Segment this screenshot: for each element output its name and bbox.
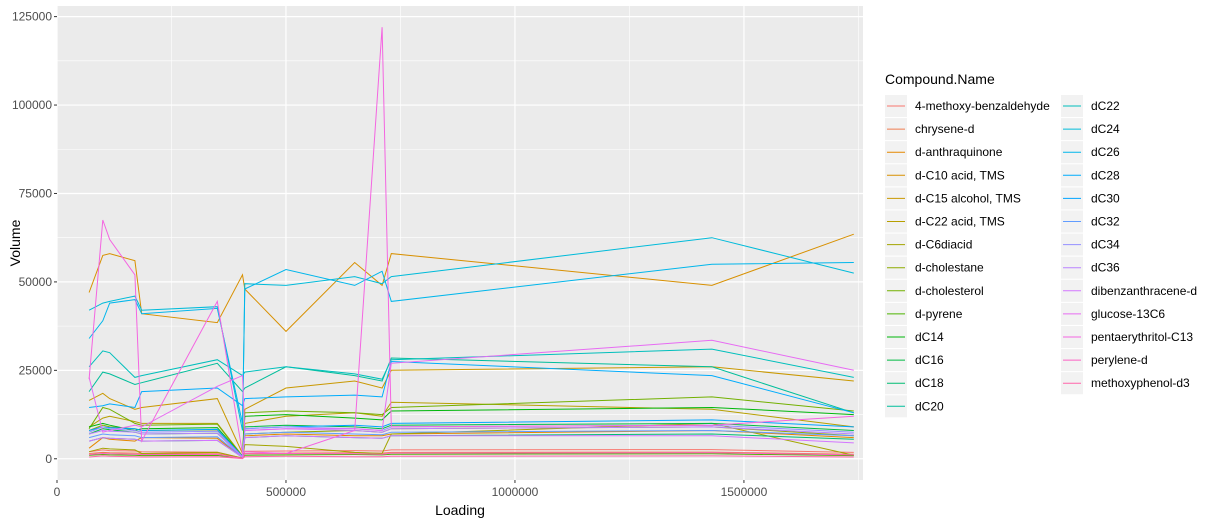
series-line — [88, 262, 854, 424]
plot-panel — [57, 6, 863, 480]
series-line — [88, 233, 854, 333]
legend-label: 4-methoxy-benzaldehyde — [915, 99, 1050, 113]
legend-label: dC16 — [915, 353, 944, 367]
series-line — [89, 452, 854, 459]
series-line — [88, 435, 854, 459]
legend-label: dC30 — [1091, 191, 1120, 205]
legend-label: d-anthraquinone — [915, 145, 1003, 159]
x-tick-label: 0 — [54, 485, 61, 499]
series-line — [89, 455, 854, 460]
legend-label: dC36 — [1091, 261, 1120, 275]
y-axis-title: Volume — [7, 219, 23, 266]
legend: 4-methoxy-benzaldehyde chrysene-d d-anthra… — [885, 95, 1197, 418]
y-tick-label: 0 — [45, 452, 52, 466]
series-lines — [88, 27, 854, 460]
grid-lines — [56, 6, 863, 480]
legend-label: perylene-d — [1091, 353, 1148, 367]
legend-label: dC24 — [1091, 122, 1120, 136]
legend-label: d-C22 acid, TMS — [915, 215, 1005, 229]
x-axis-title: Loading — [435, 502, 485, 518]
x-tick-label: 500000 — [266, 485, 306, 499]
x-axis: 0 500000 1000000 1500000 — [54, 480, 768, 499]
legend-label: d-cholestane — [915, 261, 984, 275]
legend-title: Compound.Name — [885, 71, 995, 87]
legend-label: d-C15 alcohol, TMS — [915, 191, 1021, 205]
legend-label: methoxyphenol-d3 — [1091, 376, 1190, 390]
legend-label: dC18 — [915, 376, 944, 390]
y-tick-label: 125000 — [12, 10, 52, 24]
legend-label: d-pyrene — [915, 307, 963, 321]
y-tick-label: 25000 — [19, 363, 53, 377]
y-tick-label: 50000 — [19, 275, 53, 289]
legend-label: dC14 — [915, 330, 944, 344]
legend-label: dC28 — [1091, 168, 1120, 182]
legend-label: dibenzanthracene-d — [1091, 284, 1197, 298]
y-tick-label: 75000 — [19, 186, 53, 200]
legend-label: dC22 — [1091, 99, 1120, 113]
legend-label: dC32 — [1091, 215, 1120, 229]
x-tick-label: 1500000 — [721, 485, 768, 499]
legend-label: chrysene-d — [915, 122, 974, 136]
legend-label: d-C10 acid, TMS — [915, 168, 1005, 182]
legend-label: glucose-13C6 — [1091, 307, 1165, 321]
legend-label: dC34 — [1091, 238, 1120, 252]
series-line — [89, 449, 854, 459]
legend-label: dC20 — [915, 399, 944, 413]
series-line — [88, 27, 854, 455]
x-tick-label: 1000000 — [492, 485, 539, 499]
y-axis: 0 25000 50000 75000 100000 125000 — [12, 10, 57, 466]
legend-label: d-C6diacid — [915, 238, 972, 252]
legend-label: pentaerythritol-C13 — [1091, 330, 1193, 344]
legend-label: d-cholesterol — [915, 284, 984, 298]
legend-label: dC26 — [1091, 145, 1120, 159]
y-tick-label: 100000 — [12, 98, 52, 112]
